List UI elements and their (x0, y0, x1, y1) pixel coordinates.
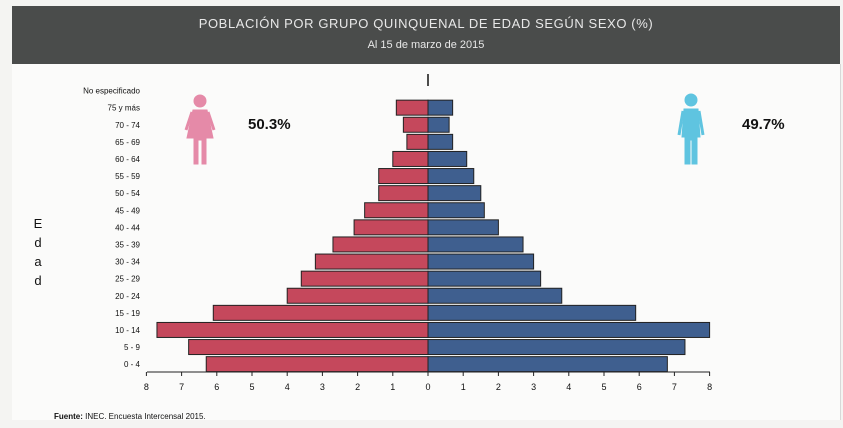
y-axis-label: E d a d (32, 214, 44, 290)
male-bar (427, 304, 637, 321)
source-text: INEC. Encuesta Intercensal 2015. (85, 412, 206, 421)
female-bar (378, 185, 429, 202)
x-tick-label: 1 (461, 382, 466, 392)
female-bar (300, 270, 429, 287)
age-group-label: 40 - 44 (115, 223, 140, 232)
female-person-icon (184, 94, 216, 165)
source-label: Fuente: (54, 412, 83, 421)
male-bar (427, 321, 711, 338)
male-bar (427, 356, 668, 373)
x-tick-label: 2 (355, 382, 360, 392)
age-group-label: 20 - 24 (115, 292, 140, 301)
y-axis-label-letter: a (34, 254, 42, 269)
male-bar (427, 150, 468, 167)
female-bar (314, 253, 429, 270)
male-bar (427, 116, 450, 133)
male-bar (427, 270, 542, 287)
male-bar (427, 287, 563, 304)
age-group-label: 0 - 4 (124, 360, 141, 369)
female-bar (402, 116, 429, 133)
age-group-label: 65 - 69 (115, 138, 140, 147)
chart-title: POBLACIÓN POR GRUPO QUINQUENAL DE EDAD S… (198, 16, 654, 31)
x-tick-label: 7 (672, 382, 677, 392)
x-tick-label: 5 (601, 382, 606, 392)
x-tick-label: 3 (320, 382, 325, 392)
age-group-label: 35 - 39 (115, 240, 140, 249)
y-axis-label-letter: d (34, 273, 42, 288)
female-bar (156, 321, 429, 338)
female-bar (205, 356, 429, 373)
x-tick-label: 5 (249, 382, 254, 392)
chart-subtitle: Al 15 de marzo de 2015 (367, 39, 485, 51)
male-bar (427, 133, 454, 150)
female-bar (406, 133, 429, 150)
x-tick-label: 0 (425, 382, 430, 392)
x-tick-label: 6 (214, 382, 219, 392)
age-group-label: No especificado (83, 87, 140, 96)
age-group-label: 50 - 54 (115, 189, 140, 198)
male-person-icon (677, 93, 705, 165)
male-bar (427, 236, 524, 253)
female-bar (286, 287, 429, 304)
x-tick-label: 8 (707, 382, 712, 392)
female-bar (188, 339, 429, 356)
age-group-label: 55 - 59 (115, 172, 140, 181)
female-bar (332, 236, 429, 253)
age-group-label: 70 - 74 (115, 121, 140, 130)
age-group-label: 25 - 29 (115, 275, 140, 284)
age-group-label: 30 - 34 (115, 258, 140, 267)
age-group-label: 10 - 14 (115, 326, 140, 335)
age-group-label: 15 - 19 (115, 309, 140, 318)
age-group-label: 75 y más (108, 104, 140, 113)
female-bar (212, 304, 429, 321)
x-tick-label: 7 (179, 382, 184, 392)
male-bar (427, 219, 499, 236)
x-tick-label: 1 (390, 382, 395, 392)
chart-header: POBLACIÓN POR GRUPO QUINQUENAL DE EDAD S… (12, 6, 840, 64)
male-bar (427, 253, 535, 270)
female-bar (395, 99, 429, 116)
female-percentage: 50.3% (248, 116, 291, 133)
male-percentage: 49.7% (742, 116, 785, 133)
female-bar (353, 219, 429, 236)
x-tick-label: 4 (285, 382, 290, 392)
y-axis-label-letter: d (34, 235, 42, 250)
x-tick-label: 8 (144, 382, 149, 392)
male-bar (427, 99, 454, 116)
x-tick-label: 6 (637, 382, 642, 392)
age-group-label: 60 - 64 (115, 155, 140, 164)
x-tick-label: 3 (531, 382, 536, 392)
age-group-label: 45 - 49 (115, 206, 140, 215)
y-axis-label-letter: E (33, 216, 43, 231)
male-bar (427, 339, 686, 356)
male-bar (427, 202, 485, 219)
female-bar (392, 150, 429, 167)
male-bar (427, 168, 475, 185)
female-bar (364, 202, 429, 219)
male-bar (427, 185, 482, 202)
age-group-label: 5 - 9 (124, 343, 141, 352)
female-bar (378, 168, 429, 185)
source-note: Fuente: INEC. Encuesta Intercensal 2015. (54, 412, 206, 421)
x-tick-label: 2 (496, 382, 501, 392)
x-tick-label: 4 (566, 382, 571, 392)
